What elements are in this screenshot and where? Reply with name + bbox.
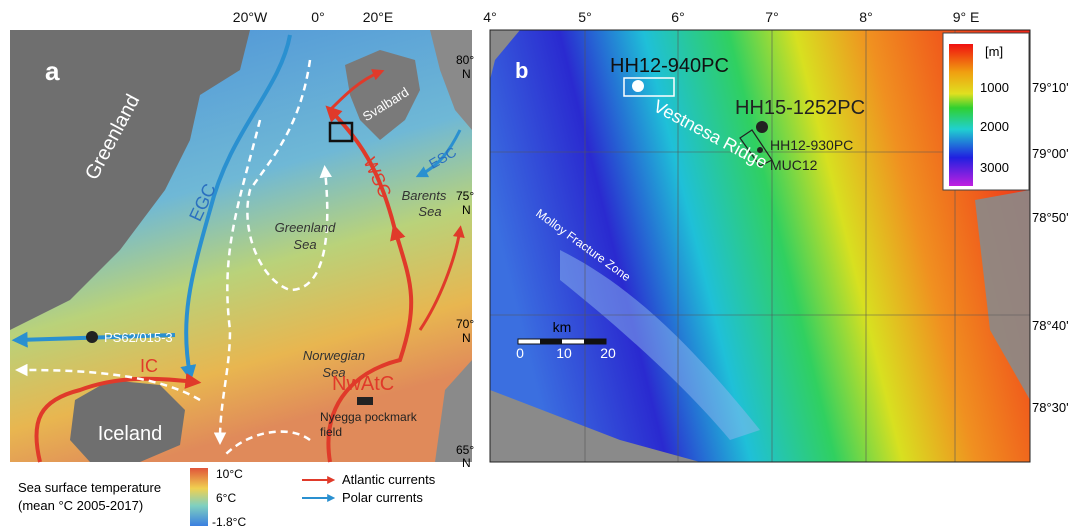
scale-unit: km <box>553 319 572 335</box>
figure: a Greenland Svalbard Iceland Greenland S… <box>0 0 1085 531</box>
lat-label: 78°30' <box>1032 400 1069 415</box>
legend-title: Sea surface temperature <box>18 480 161 495</box>
lon-label: 20°E <box>363 9 394 25</box>
current-label: NwAtC <box>332 373 394 395</box>
nyegga-marker <box>357 397 373 405</box>
panel-label: a <box>45 56 60 86</box>
scale-label: 20 <box>600 345 616 361</box>
current-label: IC <box>140 356 158 376</box>
panel-a: a Greenland Svalbard Iceland Greenland S… <box>10 9 474 470</box>
depth-tick-label: 1000 <box>980 80 1009 95</box>
legend-label: Atlantic currents <box>342 472 436 487</box>
lat-label: N <box>462 67 471 81</box>
lat-label: N <box>462 203 471 217</box>
scale-bar <box>540 339 562 344</box>
sst-colorbar <box>190 468 208 526</box>
field-label: Nyegga pockmark <box>320 410 418 424</box>
scale-bar <box>584 339 606 344</box>
lat-label: 75° <box>456 189 474 203</box>
depth-tick-label: 3000 <box>980 160 1009 175</box>
core-label: MUC12 <box>770 157 818 173</box>
depth-colorbar <box>949 44 973 186</box>
core-label: HH12-940PC <box>610 55 729 77</box>
lon-label: 5° <box>578 9 591 25</box>
lat-label: 78°50' <box>1032 210 1069 225</box>
colorbar-label: 6°C <box>216 491 236 505</box>
lon-label: 8° <box>859 9 872 25</box>
colorbar-label: 10°C <box>216 467 243 481</box>
land-label: Iceland <box>98 423 163 445</box>
colorbar-label: -1.8°C <box>212 515 246 529</box>
scale-label: 10 <box>556 345 572 361</box>
core-marker <box>756 121 768 133</box>
site-marker <box>86 331 98 343</box>
lat-label: 65° <box>456 443 474 457</box>
core-label: HH12-930PC <box>770 137 853 153</box>
lat-label: N <box>462 456 471 470</box>
legend-title: (mean °C 2005-2017) <box>18 498 143 513</box>
panel-label: b <box>515 58 528 83</box>
lon-label: 20°W <box>233 9 268 25</box>
lat-label: 78°40' <box>1032 318 1069 333</box>
depth-unit: [m] <box>985 44 1003 59</box>
lon-label: 6° <box>671 9 684 25</box>
lon-label: 7° <box>765 9 778 25</box>
depth-tick-label: 2000 <box>980 119 1009 134</box>
core-marker <box>632 80 644 92</box>
scale-label: 0 <box>516 345 524 361</box>
lon-label: 4° <box>483 9 496 25</box>
site-label: PS62/015-3 <box>104 330 173 345</box>
sea-label: Norwegian <box>303 348 365 363</box>
core-label: HH15-1252PC <box>735 97 865 119</box>
panel-b: [m] 1000 2000 3000 b HH12-940PC HH15-125… <box>483 9 1068 462</box>
legend-a: Sea surface temperature (mean °C 2005-20… <box>18 467 436 529</box>
lon-label: 9° E <box>953 9 980 25</box>
lat-label: N <box>462 331 471 345</box>
lat-label: 70° <box>456 317 474 331</box>
lat-label: 79°00' <box>1032 146 1069 161</box>
sea-label: Sea <box>293 237 316 252</box>
sea-label: Greenland <box>275 220 336 235</box>
sea-label: Barents <box>402 188 447 203</box>
field-label: field <box>320 425 342 439</box>
legend-label: Polar currents <box>342 490 423 505</box>
lon-label: 0° <box>311 9 324 25</box>
sea-label: Sea <box>418 204 441 219</box>
lat-label: 80° <box>456 53 474 67</box>
lat-label: 79°10' <box>1032 80 1069 95</box>
